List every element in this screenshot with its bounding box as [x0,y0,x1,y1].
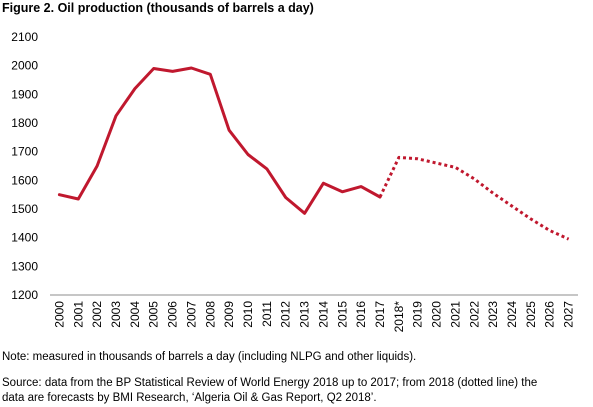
chart-note: Note: measured in thousands of barrels a… [2,351,417,363]
chart-title: Figure 2. Oil production (thousands of b… [2,1,314,15]
x-tick-label: 2010 [241,301,255,328]
x-tick-label: 2019 [411,301,425,328]
x-tick-label: 2000 [52,301,66,328]
x-tick-label: 2007 [184,301,198,328]
x-tick-label: 2027 [562,301,576,328]
x-tick-label: 2012 [279,301,293,328]
x-tick-label: 2015 [335,301,349,328]
forecast-series-line [378,155,570,241]
x-tick-label: 2022 [467,301,481,328]
x-tick-label: 2014 [316,301,330,328]
x-tick-label: 2016 [354,301,368,328]
y-tick-label: 1200 [11,288,38,302]
chart-source-line-2: data are forecasts by BMI Research, ‘Alg… [2,392,377,404]
y-axis-tick-labels: 1200 1300 1400 1500 1600 1700 1800 1900 2000 2100 [11,30,38,302]
y-tick-label: 2100 [11,30,38,44]
x-tick-label: 2008 [203,301,217,328]
series-group [57,66,570,241]
y-tick-label: 1800 [11,116,38,130]
y-tick-label: 1400 [11,231,38,245]
y-tick-label: 1300 [11,259,38,273]
chart-source-line-1: Source: data from the BP Statistical Rev… [2,377,538,389]
x-tick-label: 2009 [222,301,236,328]
historical-series-line [57,66,382,215]
x-tick-label: 2026 [543,301,557,328]
x-tick-label: 2004 [128,301,142,328]
x-tick-label: 2021 [448,301,462,328]
y-tick-label: 1500 [11,202,38,216]
x-tick-label: 2024 [505,301,519,328]
x-tick-label: 2020 [430,301,444,328]
x-tick-label: 2025 [524,301,538,328]
x-tick-label: 2006 [166,301,180,328]
x-tick-label: 2023 [486,301,500,328]
y-tick-label: 1600 [11,173,38,187]
x-axis-tick-labels: 2000 2001 2002 2003 2004 2005 2006 2007 2008 2009… [52,301,575,333]
x-tick-label: 2005 [147,301,161,328]
x-tick-label: 2017 [373,301,387,328]
y-tick-label: 1700 [11,145,38,159]
x-tick-label: 2011 [260,301,274,327]
y-tick-label: 2000 [11,59,38,73]
x-tick-label: 2003 [109,301,123,328]
x-tick-label: 2013 [298,301,312,328]
y-tick-label: 1900 [11,87,38,101]
line-chart: 1200 1300 1400 1500 1600 1700 1800 1900 2000 2100… [11,30,578,333]
x-tick-label: 2001 [71,301,85,328]
x-tick-label: 2002 [90,301,104,328]
x-tick-label: 2018* [392,301,406,333]
